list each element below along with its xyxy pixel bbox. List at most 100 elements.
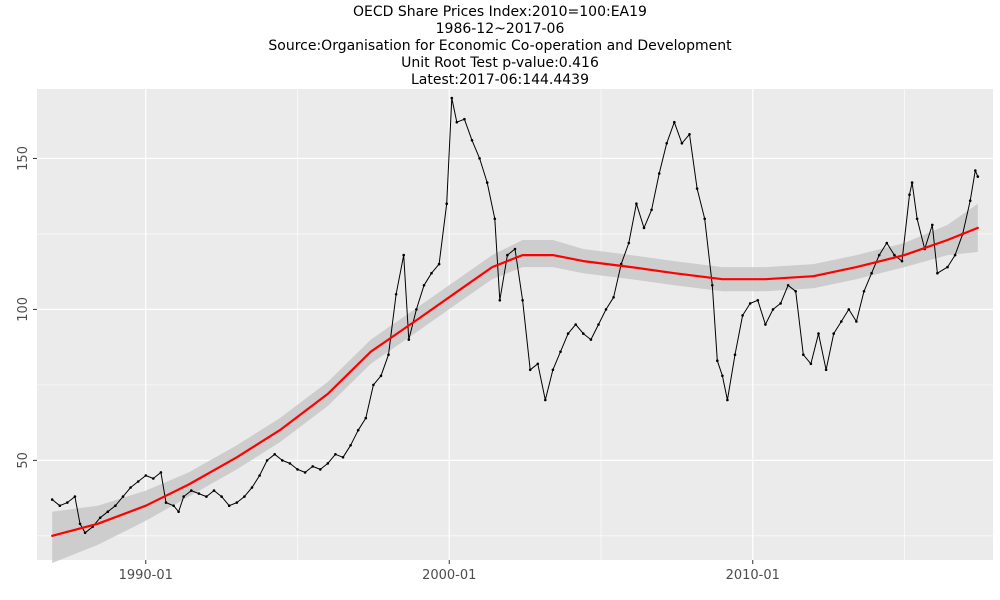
series-point xyxy=(172,504,175,508)
series-point xyxy=(559,350,562,354)
series-point xyxy=(809,362,813,366)
chart-title-block: OECD Share Prices Index:2010=100:EA19 19… xyxy=(0,4,1000,89)
series-point xyxy=(450,96,454,100)
series-point xyxy=(885,241,889,245)
axis-layer: 1990-01 2000-01 2010-01 50 100 150 xyxy=(16,146,780,583)
series-point xyxy=(802,353,805,357)
series-point xyxy=(794,290,797,293)
series-point xyxy=(152,477,155,480)
series-point xyxy=(604,308,608,311)
series-point xyxy=(915,217,919,221)
series-point xyxy=(83,531,87,535)
series-point xyxy=(733,353,737,357)
series-point xyxy=(334,453,337,456)
major-gridlines xyxy=(37,89,993,560)
series-point xyxy=(695,187,699,190)
series-point xyxy=(936,271,939,275)
series-point xyxy=(716,359,719,363)
y-tick-label: 50 xyxy=(16,452,31,469)
series-point xyxy=(900,259,904,263)
series-point xyxy=(597,323,600,326)
series-point xyxy=(910,181,914,184)
series-point xyxy=(121,495,125,498)
series-point xyxy=(402,253,406,257)
series-point xyxy=(437,262,441,266)
series-point xyxy=(870,271,873,275)
series-point xyxy=(680,142,684,145)
series-point xyxy=(265,459,269,462)
series-point xyxy=(445,202,449,205)
series-point xyxy=(205,495,208,498)
series-point xyxy=(976,175,980,178)
series-point xyxy=(832,332,835,335)
series-point xyxy=(379,374,383,378)
series-point xyxy=(311,465,315,468)
series-point xyxy=(164,501,168,504)
series-point xyxy=(650,208,653,212)
series-point xyxy=(78,522,82,526)
series-point xyxy=(190,489,193,492)
smooth-trend-line xyxy=(51,226,979,537)
series-point xyxy=(779,302,782,305)
series-point xyxy=(58,504,62,508)
series-point xyxy=(455,120,459,124)
y-tick-label: 100 xyxy=(16,297,31,322)
series-point xyxy=(612,296,615,299)
series-point xyxy=(627,241,631,245)
series-point xyxy=(536,362,540,366)
x-tick-label: 2000-01 xyxy=(422,568,476,583)
series-point xyxy=(430,271,433,275)
series-point xyxy=(227,504,231,508)
series-point xyxy=(159,471,163,474)
series-point xyxy=(415,308,418,311)
series-point xyxy=(114,504,117,508)
series-point xyxy=(893,253,896,257)
series-point xyxy=(506,253,509,257)
x-tick-label: 2010-01 xyxy=(726,568,780,583)
chart-date-range: 1986-12~2017-06 xyxy=(435,21,565,37)
series-point xyxy=(665,142,668,145)
series-point xyxy=(721,374,724,378)
series-point xyxy=(243,495,246,498)
chart-title: OECD Share Prices Index:2010=100:EA19 xyxy=(353,4,647,20)
series-point xyxy=(968,199,972,202)
series-point xyxy=(741,314,744,317)
series-point xyxy=(726,398,729,402)
chart-source: Source:Organisation for Economic Co-oper… xyxy=(268,38,732,54)
series-point xyxy=(908,193,911,196)
series-point xyxy=(493,217,497,221)
series-point xyxy=(372,383,375,387)
series-point xyxy=(463,117,466,121)
series-point xyxy=(582,332,585,335)
series-point xyxy=(258,474,261,477)
series-point xyxy=(855,320,858,323)
series-point xyxy=(326,462,330,465)
series-point xyxy=(974,169,977,172)
series-point xyxy=(136,480,140,483)
series-point xyxy=(349,444,352,447)
series-point xyxy=(288,462,292,465)
series-point xyxy=(235,501,239,504)
series-point xyxy=(748,302,752,305)
series-point xyxy=(528,368,532,372)
series-point xyxy=(364,416,368,420)
series-point xyxy=(485,181,489,184)
series-point xyxy=(498,299,502,302)
series-point xyxy=(177,510,180,513)
series-point xyxy=(422,284,426,287)
series-point xyxy=(521,299,524,302)
y-tick-label: 150 xyxy=(16,146,31,171)
series-point xyxy=(212,489,216,492)
series-point xyxy=(931,223,934,227)
series-point xyxy=(551,368,555,372)
series-point xyxy=(106,510,110,513)
series-point xyxy=(66,501,69,504)
series-point xyxy=(673,120,676,124)
series-layer xyxy=(50,96,980,535)
series-point xyxy=(566,332,570,335)
series-point xyxy=(220,495,223,498)
series-point xyxy=(273,453,277,456)
smooth-trend-layer xyxy=(51,226,979,537)
series-point xyxy=(589,338,593,341)
series-point xyxy=(771,308,775,311)
